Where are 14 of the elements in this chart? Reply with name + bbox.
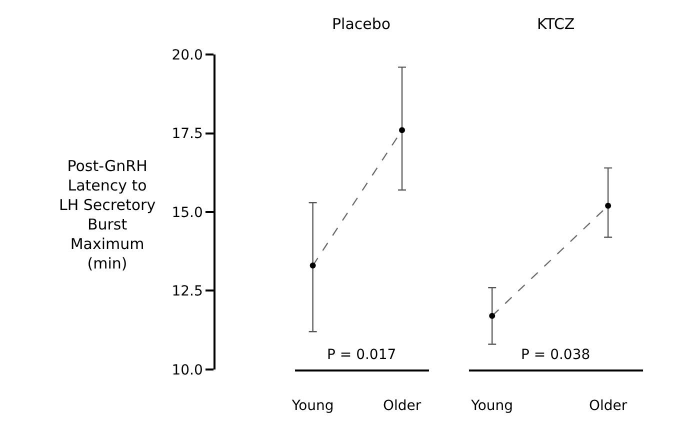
y-tick-label: 17.5 <box>172 126 203 142</box>
chart-title: KTCZ <box>537 15 575 33</box>
x-tick-label: Young <box>290 398 334 414</box>
y-tick-label: 12.5 <box>172 284 203 300</box>
y-tick-label: 15.0 <box>172 204 203 221</box>
annotation: P = 0.038 <box>521 347 590 363</box>
y-tick-label: 20.0 <box>172 48 203 64</box>
x-tick-label: Older <box>588 398 628 414</box>
y-tick-label: 10.0 <box>172 362 203 378</box>
x-tick-label: Older <box>382 398 422 414</box>
y-axis-title: Post-GnRH Latency to LH Secretory Burst Maximum (min) <box>59 157 156 272</box>
annotation: P = 0.017 <box>327 347 396 363</box>
chart-title: Placebo <box>332 15 391 33</box>
x-tick-label: Young <box>470 398 514 414</box>
